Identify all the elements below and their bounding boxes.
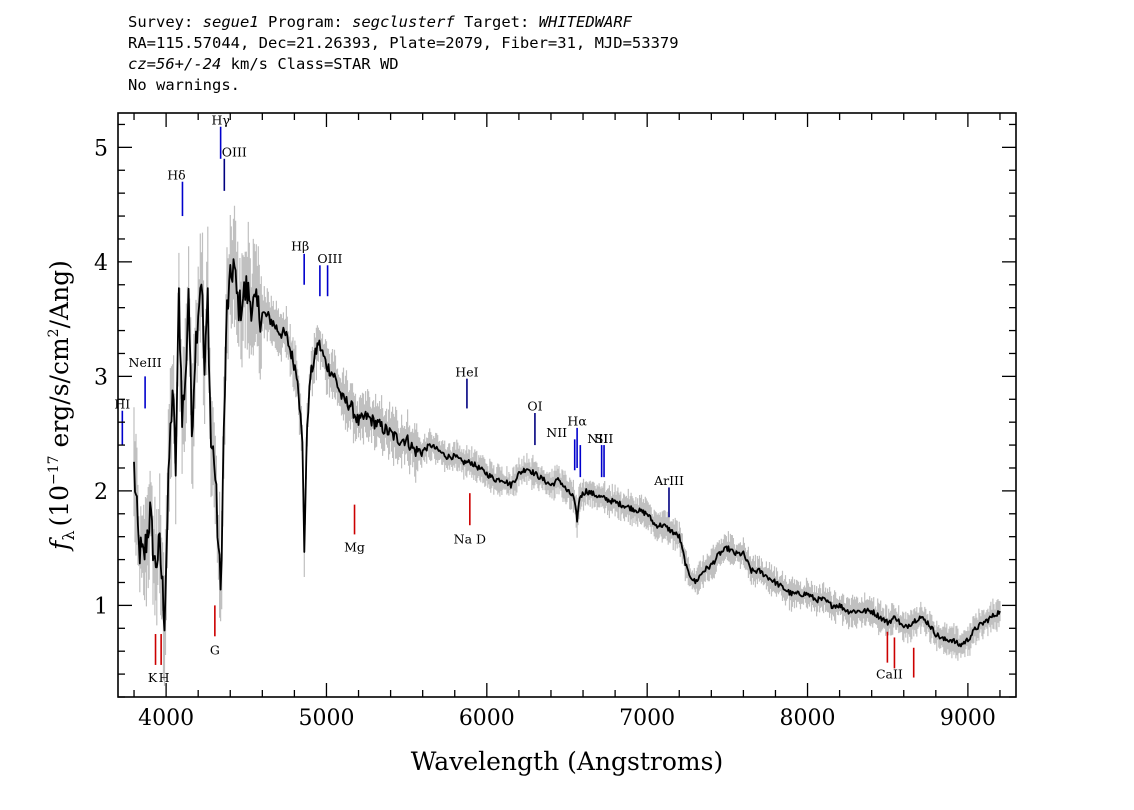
header-line-redshift: cz=56+/-24 km/s Class=STAR WD	[128, 55, 399, 73]
x-tick-label: 9000	[940, 706, 996, 731]
line-label: H	[159, 670, 170, 685]
header-line-survey: Survey: segue1 Program: segclusterf Targ…	[128, 13, 633, 31]
y-tick-label: 5	[94, 136, 108, 161]
x-tick-label: 4000	[138, 706, 194, 731]
flux-line	[133, 258, 1001, 648]
y-tick-label: 1	[94, 594, 108, 619]
x-tick-label: 5000	[298, 706, 354, 731]
x-axis-title: Wavelength (Angstroms)	[411, 747, 723, 776]
plot-frame	[117, 112, 1017, 698]
cz-value: 56+/-24	[156, 55, 222, 73]
line-label: Hδ	[167, 167, 185, 182]
line-label: NII	[587, 431, 608, 446]
line-label: SII	[595, 431, 614, 446]
y-tick-label: 4	[94, 251, 108, 276]
x-tick-label: 7000	[619, 706, 675, 731]
line-label: Na D	[454, 532, 486, 547]
spectrum-header: Survey: segue1 Program: segclusterf Targ…	[128, 12, 679, 96]
header-line-warnings: No warnings.	[128, 76, 240, 94]
line-label: CaII	[876, 667, 903, 682]
line-label: NII	[546, 425, 567, 440]
line-label: OI	[527, 399, 542, 414]
x-tick-label: 8000	[780, 706, 836, 731]
y-tick-label: 3	[94, 365, 108, 390]
x-tick-label: 6000	[459, 706, 515, 731]
y-tick-label: 2	[94, 480, 108, 505]
line-label: Hγ	[211, 112, 229, 127]
line-label: Hα	[567, 414, 587, 429]
line-label: K	[148, 670, 158, 685]
spectral-line-markers: HINeIIIHδHγOIIIHβOIIIHeIOINIIHαNIISIIArI…	[114, 112, 915, 685]
line-label: NeIII	[129, 355, 162, 370]
y-axis-title: fλ(10−17 erg/s/cm2/Ang)	[45, 260, 78, 552]
line-label: G	[210, 643, 220, 658]
line-label: OIII	[317, 251, 342, 266]
program-value: segclusterf	[352, 13, 455, 31]
line-label: Hβ	[291, 238, 309, 253]
flux-series	[133, 258, 1001, 648]
target-value: WHITEDWARF	[538, 13, 633, 31]
line-label: Mg	[344, 540, 365, 555]
line-label: HeI	[455, 364, 478, 379]
axes: 4000 5000 6000 7000 8000 9000 1 2 3 4 5	[94, 112, 1017, 731]
header-line-coords: RA=115.57044, Dec=21.26393, Plate=2079, …	[128, 34, 679, 52]
line-label: OIII	[222, 145, 247, 160]
survey-value: segue1	[202, 13, 259, 31]
line-label: ArIII	[653, 473, 684, 488]
